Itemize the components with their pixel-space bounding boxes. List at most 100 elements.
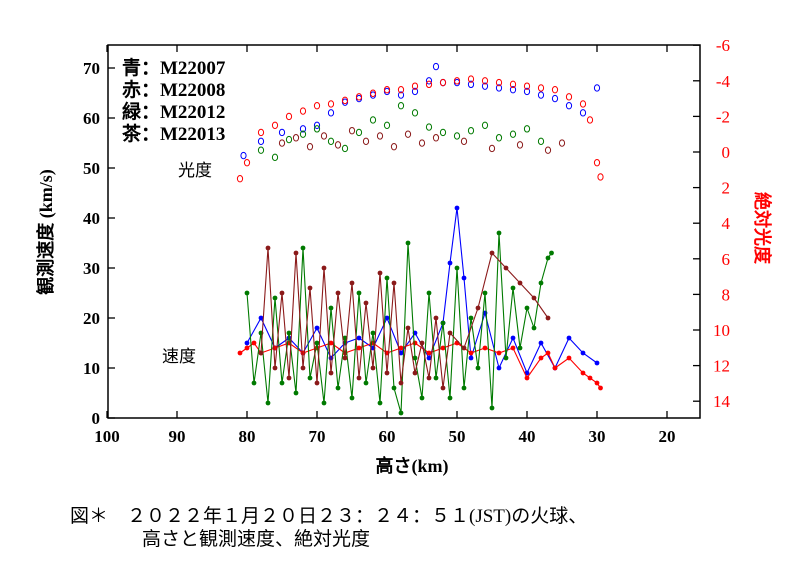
magnitude-point-m22008: [467, 75, 475, 83]
velocity-point-m22008: [328, 340, 334, 346]
velocity-point-m22013: [321, 265, 327, 271]
velocity-point-m22012: [517, 345, 523, 351]
velocity-point-m22007: [384, 315, 390, 321]
velocity-point-m22012: [496, 230, 502, 236]
velocity-point-m22008: [244, 345, 250, 351]
data-series: [236, 62, 604, 416]
magnitude-point-m22008: [285, 112, 293, 121]
magnitude-point-m22008: [593, 158, 601, 167]
y-right-tick-label: 12: [713, 357, 730, 376]
velocity-point-m22008: [587, 375, 593, 381]
y-left-tick-label: 10: [83, 359, 100, 378]
magnitude-point-m22013: [460, 137, 468, 146]
magnitude-point-m22013: [362, 137, 370, 146]
velocity-point-m22013: [314, 380, 320, 386]
velocity-point-m22008: [251, 340, 257, 346]
velocity-point-m22012: [300, 245, 306, 251]
magnitude-point-m22007: [495, 84, 503, 92]
magnitude-point-m22008: [481, 77, 489, 85]
magnitude-point-m22007: [299, 125, 307, 133]
velocity-point-m22012: [342, 335, 348, 341]
magnitude-point-m22007: [240, 151, 247, 160]
velocity-point-m22012: [538, 280, 544, 286]
velocity-point-m22013: [531, 295, 537, 301]
velocity-point-m22012: [440, 320, 446, 326]
velocity-point-m22007: [244, 340, 250, 346]
x-tick-label: 100: [94, 427, 120, 446]
legend-entry-green: 緑：M22012: [122, 100, 225, 123]
velocity-point-m22012: [293, 390, 299, 396]
magnitude-point-m22013: [334, 141, 342, 149]
velocity-point-m22013: [272, 365, 278, 371]
velocity-point-m22012: [489, 405, 495, 411]
velocity-point-m22013: [342, 355, 348, 361]
y-right-tick-label: -6: [716, 36, 730, 55]
velocity-point-m22013: [419, 340, 425, 346]
velocity-point-m22012: [433, 375, 439, 381]
x-tick-label: 70: [309, 427, 326, 446]
magnitude-point-m22008: [313, 102, 321, 110]
velocity-point-m22007: [461, 275, 467, 281]
velocity-point-m22007: [594, 360, 600, 366]
magnitude-point-m22008: [453, 77, 461, 85]
magnitude-point-m22008: [369, 89, 377, 97]
velocity-point-m22013: [391, 280, 397, 286]
velocity-point-m22012: [335, 385, 341, 391]
magnitude-point-m22008: [397, 86, 405, 94]
magnitude-point-m22012: [495, 134, 503, 142]
velocity-point-m22007: [454, 205, 460, 211]
velocity-point-m22007: [580, 350, 586, 356]
magnitude-point-m22012: [523, 125, 531, 133]
magnitude-point-m22013: [544, 146, 552, 154]
magnitude-point-m22012: [425, 123, 433, 131]
velocity-point-m22012: [251, 380, 257, 386]
magnitude-point-m22013: [516, 141, 524, 149]
x-tick-label: 40: [519, 427, 536, 446]
magnitude-point-m22012: [327, 137, 335, 146]
velocity-point-m22008: [510, 345, 516, 351]
y-left-tick-label: 20: [83, 309, 100, 328]
velocity-point-m22013: [356, 375, 362, 381]
magnitude-point-m22012: [271, 153, 279, 162]
velocity-point-m22013: [384, 370, 390, 376]
magnitude-point-m22012: [383, 121, 391, 130]
velocity-point-m22007: [398, 350, 404, 356]
magnitude-point-m22007: [257, 137, 265, 146]
velocity-point-m22012: [426, 290, 432, 296]
x-tick-label: 60: [379, 427, 396, 446]
velocity-point-m22012: [398, 410, 404, 416]
velocity-point-m22008: [237, 350, 243, 356]
y-axis-right-title: 絶対光度: [752, 192, 773, 265]
legend: 青：M22007 赤：M22008 緑：M22012 茶：M22013: [122, 57, 226, 145]
magnitude-point-m22013: [558, 139, 566, 147]
x-tick-label: 80: [239, 427, 256, 446]
legend-entry-red: 赤：M22008: [122, 79, 225, 101]
magnitude-point-m22012: [257, 146, 265, 154]
magnitude-point-m22008: [509, 80, 517, 89]
y-axis-left-title: 観測速度 (km/s): [35, 169, 57, 295]
figure-caption: 図＊ ２０２２年１月２０日２３：２４：５１(JST)の火球、 高さと観測速度、絶対…: [70, 505, 587, 551]
x-axis-title: 高さ(km): [376, 455, 449, 477]
x-tick-label: 50: [449, 427, 466, 446]
velocity-point-m22007: [314, 325, 320, 331]
magnitude-point-m22007: [278, 128, 286, 137]
velocity-point-m22012: [524, 305, 530, 311]
y-axis-right: -6 -4 -2 0 2 4 6 8 10 12 14: [693, 36, 731, 411]
legend-entry-brown: 茶：M22013: [122, 122, 225, 145]
magnitude-point-m22008: [327, 100, 335, 108]
magnitude-point-m22013: [348, 126, 356, 135]
magnitude-point-m22012: [397, 102, 405, 110]
velocity-point-m22013: [363, 300, 369, 306]
velocity-point-m22008: [496, 350, 502, 356]
velocity-point-m22012: [384, 275, 390, 281]
velocity-point-m22012: [244, 290, 250, 296]
magnitude-point-m22013: [488, 144, 496, 153]
magnitude-point-m22013: [418, 139, 426, 147]
velocity-point-m22007: [447, 260, 453, 266]
caption-line-2: 高さと観測速度、絶対光度: [142, 529, 371, 550]
magnitude-point-m22012: [355, 128, 363, 137]
velocity-point-m22013: [398, 380, 404, 386]
velocity-point-m22008: [398, 345, 404, 351]
velocity-point-m22013: [279, 290, 285, 296]
